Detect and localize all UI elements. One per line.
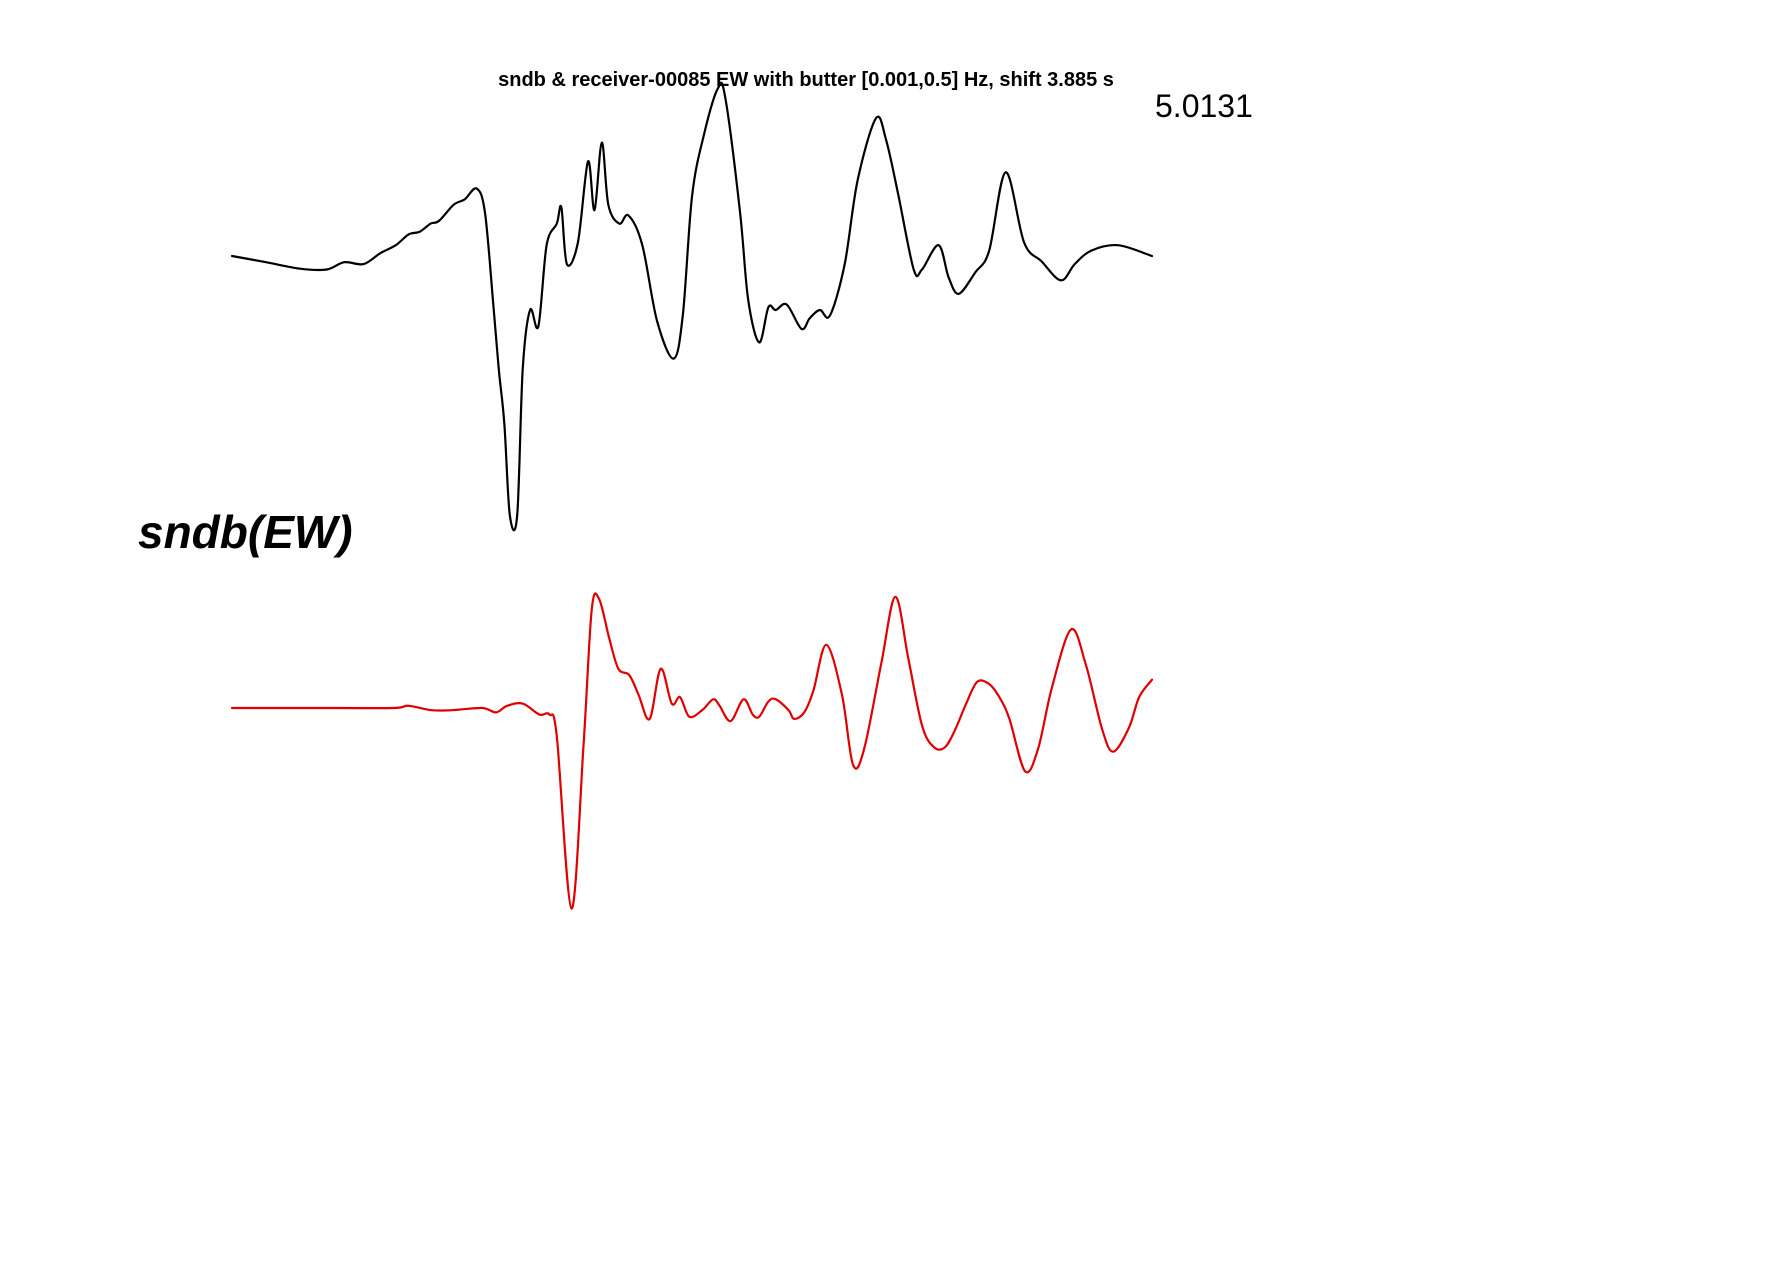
station-component-label: sndb(EW) bbox=[138, 506, 353, 558]
peak-amplitude-label: 5.0131 bbox=[1155, 88, 1253, 124]
waveform-trace-sndb bbox=[230, 81, 1154, 532]
waveform-trace-receiver bbox=[230, 592, 1154, 910]
chart-title: sndb & receiver-00085 EW with butter [0.… bbox=[498, 69, 1114, 91]
trace-group bbox=[230, 81, 1154, 910]
